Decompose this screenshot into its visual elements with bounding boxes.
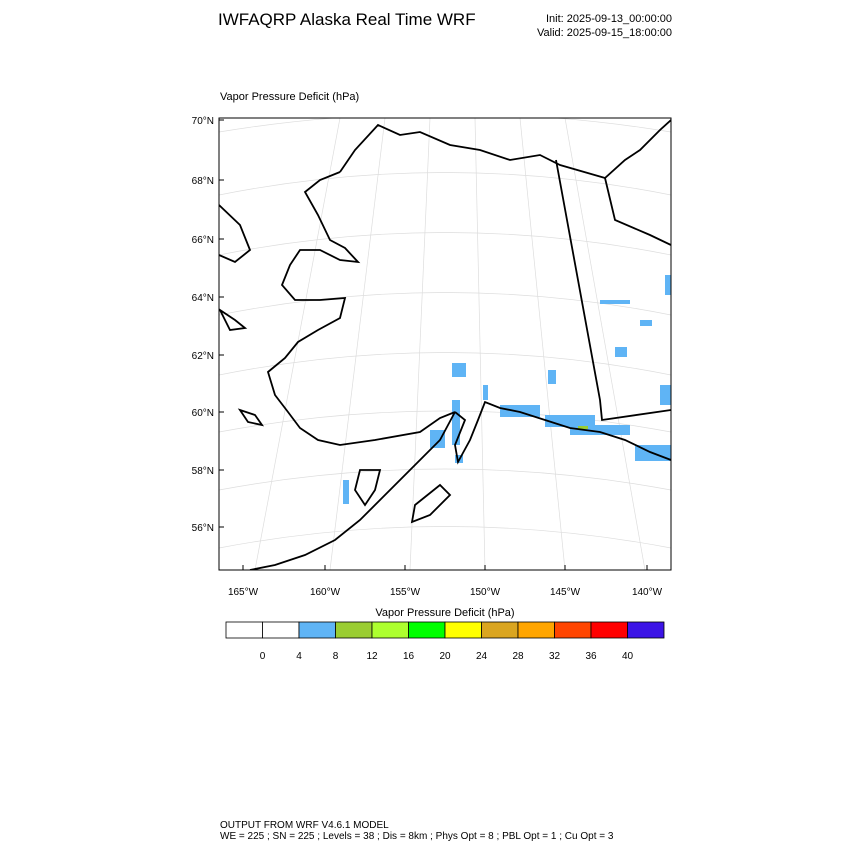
plot-label: Vapor Pressure Deficit (hPa) xyxy=(220,91,359,103)
colorbar-label: 12 xyxy=(366,651,378,662)
colorbar-box xyxy=(627,621,665,639)
colorbar-label: 36 xyxy=(585,651,597,662)
colorbar-label: 40 xyxy=(622,651,634,662)
colorbar-title: Vapor Pressure Deficit (hPa) xyxy=(375,607,514,619)
map-frame xyxy=(218,117,672,571)
init-time: Init: 2025-09-13_00:00:00 xyxy=(546,13,672,25)
lat-label: 58°N xyxy=(192,466,214,477)
colorbar-label: 16 xyxy=(403,651,415,662)
lon-label: 145°W xyxy=(550,587,581,598)
lat-label: 56°N xyxy=(192,523,214,534)
colorbar-label: 24 xyxy=(476,651,488,662)
coastlines xyxy=(219,119,671,570)
lat-label: 66°N xyxy=(192,235,214,246)
colorbar-box xyxy=(408,621,446,639)
colorbar-label: 20 xyxy=(439,651,451,662)
borders xyxy=(555,159,671,422)
colorbar-box xyxy=(554,621,592,639)
lon-label: 150°W xyxy=(470,587,501,598)
colorbar-box xyxy=(517,621,555,639)
map xyxy=(218,117,672,571)
colorbar-label: 32 xyxy=(549,651,561,662)
colorbar-box xyxy=(335,621,373,639)
colorbar-box xyxy=(262,621,300,639)
colorbar-box xyxy=(371,621,409,639)
colorbar-label: 8 xyxy=(333,651,339,662)
colorbar-label: 28 xyxy=(512,651,524,662)
colorbar: 0 4 8 12 16 20 24 28 32 36 40 xyxy=(225,621,665,662)
lon-label: 165°W xyxy=(228,587,259,598)
axes: 70°N 68°N 66°N 64°N 62°N 60°N 58°N 56°N 165°W 160… xyxy=(192,116,663,598)
valid-time: Valid: 2025-09-15_18:00:00 xyxy=(537,27,672,39)
colorbar-label: 4 xyxy=(296,651,302,662)
lon-label: 140°W xyxy=(632,587,663,598)
colorbar-box xyxy=(590,621,628,639)
colorbar-box xyxy=(444,621,482,639)
lat-label: 60°N xyxy=(192,408,214,419)
colorbar-box xyxy=(298,621,336,639)
colorbar-label: 0 xyxy=(260,651,266,662)
graticule xyxy=(219,118,671,570)
footer-line: WE = 225 ; SN = 225 ; Levels = 38 ; Dis … xyxy=(220,831,614,842)
lon-label: 155°W xyxy=(390,587,421,598)
vpd-areas xyxy=(343,275,671,504)
lon-label: 160°W xyxy=(310,587,341,598)
footer-line: OUTPUT FROM WRF V4.6.1 MODEL xyxy=(220,820,389,831)
title: IWFAQRP Alaska Real Time WRF xyxy=(218,10,476,29)
colorbar-box xyxy=(225,621,263,639)
lat-label: 68°N xyxy=(192,176,214,187)
colorbar-box xyxy=(481,621,519,639)
lat-label: 64°N xyxy=(192,293,214,304)
lat-label: 62°N xyxy=(192,351,214,362)
lat-label: 70°N xyxy=(192,116,214,127)
